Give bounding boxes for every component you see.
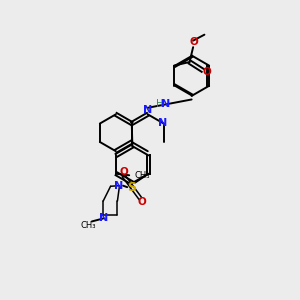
Text: CH₃: CH₃	[134, 171, 150, 180]
Text: O: O	[119, 167, 128, 177]
Text: N: N	[114, 181, 123, 191]
Text: O: O	[202, 67, 211, 77]
Text: N: N	[143, 105, 152, 115]
Text: N: N	[98, 214, 108, 224]
Text: O: O	[137, 197, 146, 207]
Text: N: N	[158, 118, 168, 128]
Text: N: N	[160, 99, 170, 109]
Text: O: O	[189, 38, 198, 47]
Text: CH₃: CH₃	[80, 220, 96, 230]
Text: H: H	[157, 99, 164, 109]
Text: S: S	[128, 181, 136, 194]
